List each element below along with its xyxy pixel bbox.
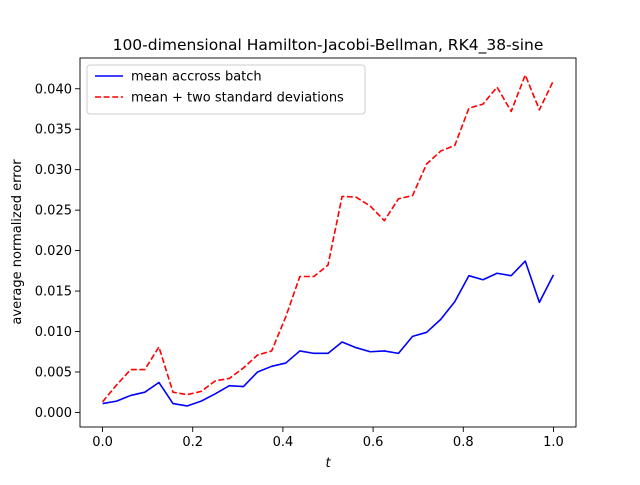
y-tick-label: 0.030 [35,163,72,178]
y-tick-label: 0.015 [35,285,72,300]
y-tick-label: 0.035 [35,123,72,138]
x-tick-label: 0.4 [273,435,294,450]
y-tick-label: 0.040 [35,82,72,97]
series-line-mean [102,260,555,407]
axes-frame [79,57,577,428]
legend-label-mean: mean accross batch [131,70,262,85]
y-tick-label: 0.005 [35,365,72,380]
legend: mean accross batch mean + two standard d… [86,64,366,115]
x-axis: 0.0 0.2 0.4 0.6 0.8 1.0 [92,427,564,450]
y-tick-label: 0.025 [35,204,72,219]
chart-title: 100-dimensional Hamilton-Jacobi-Bellman,… [113,36,544,55]
plot-area [101,74,555,407]
x-tick-label: 0.8 [453,435,474,450]
series-line-upper [101,74,555,403]
x-tick-label: 1.0 [543,435,564,450]
x-axis-label: t [325,456,331,471]
legend-box [86,64,366,115]
x-tick-label: 0.6 [363,435,384,450]
y-tick-label: 0.020 [35,244,72,259]
y-axis: 0.000 0.005 0.010 0.015 0.020 0.025 0.030 0.035… [35,82,80,421]
y-axis-label: average normalized error [10,159,25,325]
y-tick-label: 0.010 [35,325,72,340]
legend-label-upper: mean + two standard deviations [131,91,344,106]
x-tick-label: 0.0 [92,435,113,450]
y-tick-label: 0.000 [35,406,72,421]
x-tick-label: 0.2 [182,435,203,450]
